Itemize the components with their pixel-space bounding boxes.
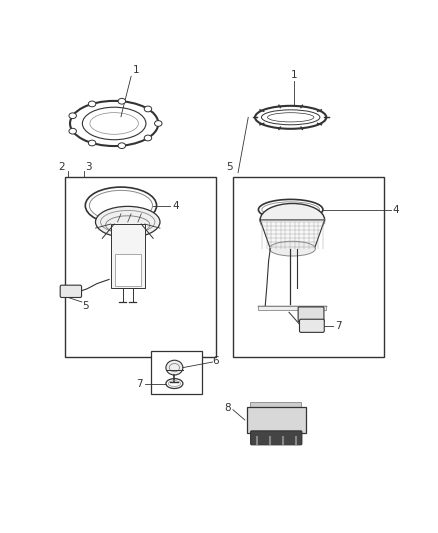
FancyBboxPatch shape [298, 307, 324, 322]
Bar [258, 306, 326, 310]
Text: 1: 1 [133, 65, 140, 75]
Text: 1: 1 [291, 70, 297, 80]
Ellipse shape [69, 113, 76, 119]
Text: 2: 2 [58, 161, 65, 172]
Bar [250, 402, 301, 407]
Text: 7: 7 [136, 378, 143, 389]
Bar [152, 351, 202, 394]
FancyBboxPatch shape [60, 285, 81, 297]
Bar [111, 224, 145, 288]
Ellipse shape [88, 101, 96, 107]
Text: 3: 3 [85, 161, 92, 172]
Ellipse shape [155, 120, 162, 126]
Text: 4: 4 [172, 200, 179, 211]
Ellipse shape [269, 241, 315, 256]
Text: 8: 8 [225, 402, 231, 413]
Bar [115, 254, 141, 286]
Polygon shape [260, 220, 325, 248]
Ellipse shape [118, 99, 126, 104]
Ellipse shape [260, 204, 325, 236]
FancyBboxPatch shape [251, 431, 302, 445]
Text: 6: 6 [213, 356, 219, 366]
Ellipse shape [69, 128, 76, 134]
Text: 5: 5 [82, 301, 88, 311]
FancyBboxPatch shape [247, 407, 306, 433]
Text: 5: 5 [226, 161, 233, 172]
FancyBboxPatch shape [300, 319, 324, 333]
Ellipse shape [95, 206, 160, 238]
Ellipse shape [118, 143, 126, 149]
Ellipse shape [144, 135, 152, 141]
Ellipse shape [88, 140, 96, 146]
Bar [233, 177, 384, 358]
Text: 7: 7 [335, 321, 342, 331]
Ellipse shape [166, 360, 183, 375]
Bar [65, 177, 216, 358]
Text: 4: 4 [392, 205, 399, 215]
Ellipse shape [144, 106, 152, 112]
